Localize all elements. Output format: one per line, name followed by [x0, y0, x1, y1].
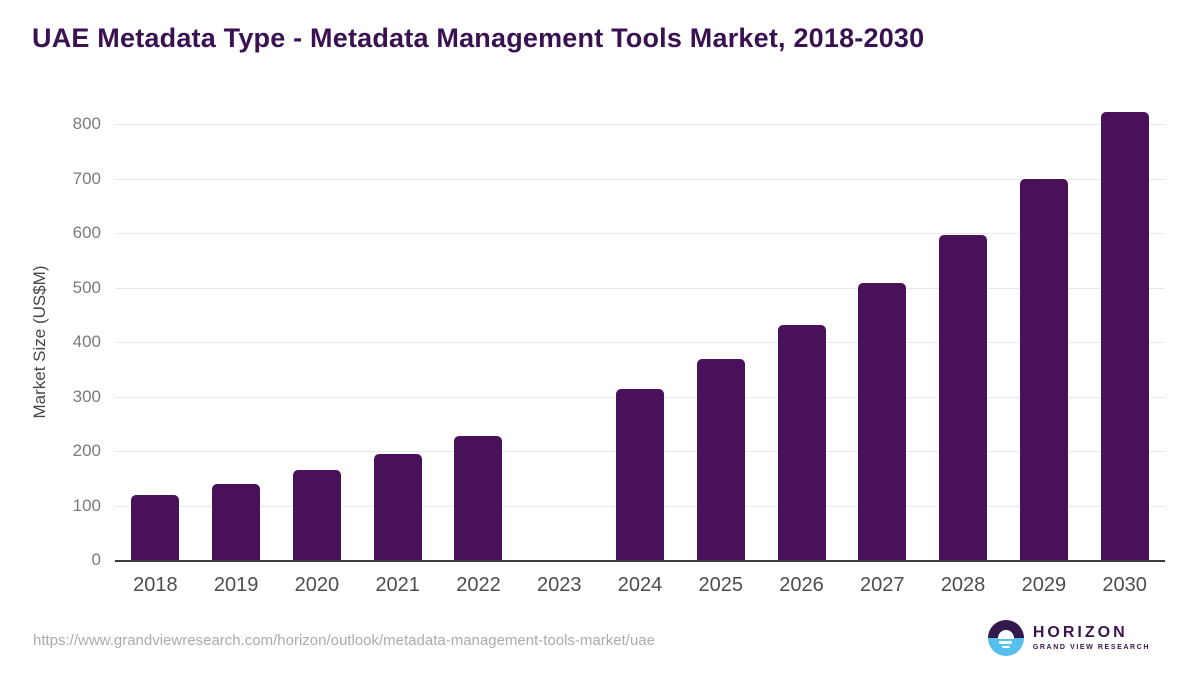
gridline-800	[115, 124, 1165, 125]
bar-2022[interactable]	[454, 435, 503, 560]
x-tick-label-2026: 2026	[779, 574, 824, 596]
bar-2029[interactable]	[1019, 178, 1068, 560]
bar-2018[interactable]	[131, 494, 180, 560]
source-url: https://www.grandviewresearch.com/horizo…	[33, 632, 655, 649]
x-tick-label-2021: 2021	[375, 574, 420, 596]
logo-sun-reflection-2	[1001, 645, 1010, 648]
logo-sun-reflection-1	[999, 641, 1013, 644]
logo-sky-half	[987, 620, 1024, 638]
y-axis-title: Market Size (US$M)	[30, 265, 49, 419]
x-tick-label-2018: 2018	[133, 574, 178, 596]
bar-2024[interactable]	[616, 388, 664, 560]
x-tick-label-2024: 2024	[617, 574, 663, 596]
x-tick-label-2019: 2019	[213, 574, 259, 596]
horizon-logo: HORIZON GRAND VIEW RESEARCH	[987, 620, 1150, 656]
x-tick-label-2027: 2027	[860, 574, 905, 596]
x-tick-label-2022: 2022	[456, 574, 501, 596]
bar-2020[interactable]	[292, 469, 341, 560]
x-tick-label-2020: 2020	[294, 574, 340, 596]
chart-title: UAE Metadata Type - Metadata Management …	[32, 23, 925, 53]
bar-2021[interactable]	[373, 454, 422, 560]
y-tick-label-0: 0	[91, 550, 101, 569]
logo-tagline: GRAND VIEW RESEARCH	[1032, 644, 1150, 651]
y-tick-label-400: 400	[72, 332, 101, 351]
logo-sun-dome	[997, 630, 1014, 639]
y-tick-label-200: 200	[72, 441, 101, 460]
bar-2025[interactable]	[696, 359, 745, 560]
y-tick-label-800: 800	[72, 114, 101, 133]
bar-2026[interactable]	[777, 324, 826, 560]
logo-text-block: HORIZON GRAND VIEW RESEARCH	[1032, 624, 1150, 652]
x-tick-label-2030: 2030	[1102, 574, 1147, 596]
bar-2027[interactable]	[858, 283, 907, 560]
y-tick-label-700: 700	[72, 168, 101, 188]
bar-2019[interactable]	[212, 483, 261, 560]
bar-2030[interactable]	[1100, 112, 1149, 560]
x-tick-label-2028: 2028	[940, 574, 986, 596]
x-tick-label-2025: 2025	[698, 574, 744, 596]
y-tick-label-300: 300	[72, 386, 101, 406]
x-tick-label-2029: 2029	[1021, 574, 1067, 596]
horizon-sunrise-icon	[987, 620, 1024, 656]
gridline-600	[115, 233, 1165, 234]
x-tick-label-2023: 2023	[536, 574, 582, 596]
bar-2028[interactable]	[939, 234, 988, 560]
y-tick-label-100: 100	[72, 495, 101, 515]
gridline-500	[115, 287, 1165, 289]
plot-area: 0 100 200 300 400 500 600 700 800 2018 2019 2020 202…	[73, 112, 1165, 596]
gridline-400	[115, 342, 1165, 343]
y-tick-label-600: 600	[72, 223, 101, 242]
logo-wordmark: HORIZON	[1032, 624, 1128, 641]
gridline-700	[115, 178, 1165, 180]
y-tick-label-500: 500	[72, 277, 101, 297]
